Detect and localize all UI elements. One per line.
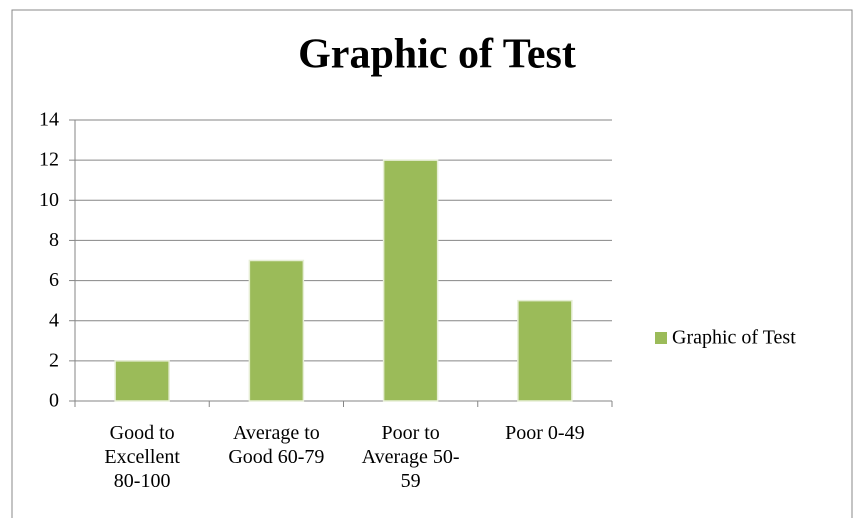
y-tick-label: 14 [39, 109, 59, 131]
x-tick-label: Average to Good 60-79 [228, 422, 325, 468]
bar [382, 159, 439, 402]
legend-swatch [655, 332, 667, 344]
y-tick-label: 8 [49, 229, 59, 251]
y-tick-label: 12 [39, 149, 59, 171]
y-tick-label: 6 [49, 269, 59, 291]
bar [517, 299, 573, 402]
y-tick-label: 10 [39, 189, 59, 211]
y-tick-label: 2 [49, 349, 59, 371]
bar [114, 360, 170, 402]
legend-label: Graphic of Test [672, 327, 796, 349]
x-tick-label: Poor 0-49 [505, 422, 585, 444]
y-tick-label: 4 [49, 309, 59, 331]
chart-title: Graphic of Test [298, 32, 576, 78]
x-tick-label: Good to Excellent 80-100 [104, 422, 180, 492]
bar [248, 259, 305, 402]
x-tick-label: Poor to Average 50-59 [361, 422, 460, 492]
y-tick-label: 0 [49, 390, 59, 412]
